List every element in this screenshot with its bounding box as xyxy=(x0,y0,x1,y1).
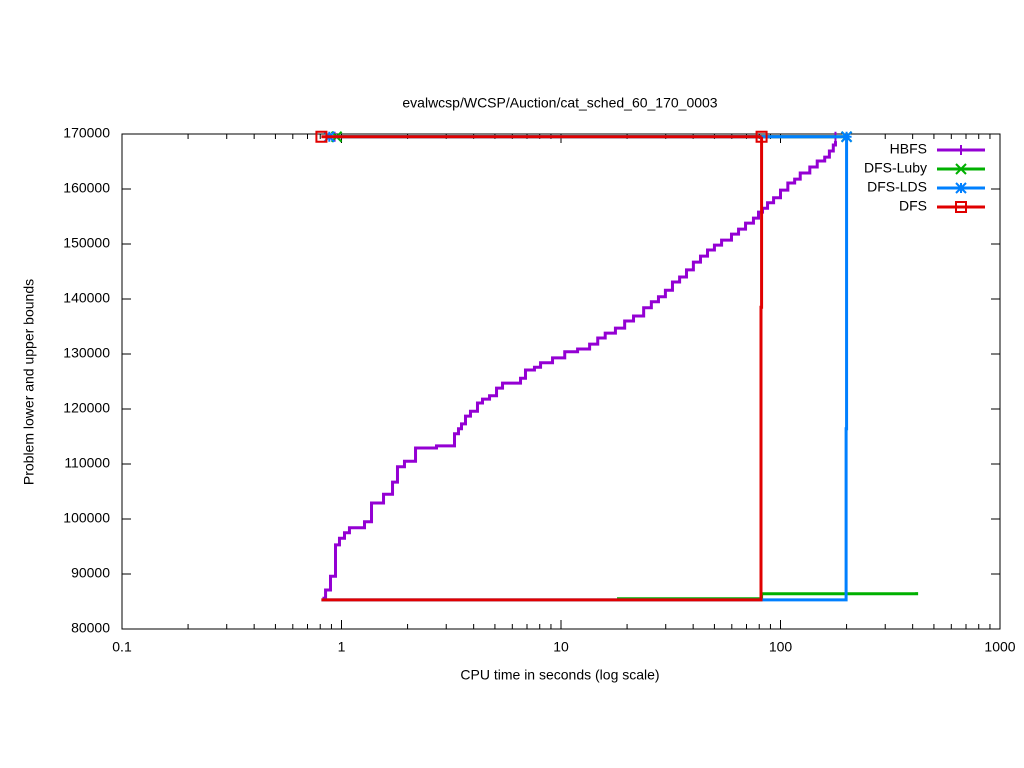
x-tick-label: 1000 xyxy=(984,639,1015,655)
x-tick-label: 100 xyxy=(769,639,793,655)
marker-stroke xyxy=(955,201,967,213)
y-tick-label: 110000 xyxy=(64,455,110,471)
marker-stroke xyxy=(955,182,967,194)
marker-stroke xyxy=(755,130,768,143)
marker xyxy=(315,130,328,143)
marker-stroke xyxy=(315,130,328,143)
y-tick-label: 90000 xyxy=(71,565,110,581)
y-tick-label: 80000 xyxy=(71,620,110,636)
y-tick-label: 150000 xyxy=(63,235,110,251)
marker xyxy=(955,201,967,213)
marker-stroke xyxy=(955,163,967,175)
series-line xyxy=(321,135,764,602)
y-tick-label: 170000 xyxy=(63,125,110,141)
marker-stroke xyxy=(840,131,853,143)
legend-label: DFS xyxy=(899,198,927,214)
plot-border xyxy=(121,133,1001,630)
x-tick-label: 10 xyxy=(553,639,569,655)
y-tick-label: 130000 xyxy=(63,345,110,361)
legend-label: DFS-Luby xyxy=(864,160,927,176)
y-axis-label: Problem lower and upper bounds xyxy=(21,279,37,485)
legend-label: HBFS xyxy=(890,141,927,157)
y-tick-label: 140000 xyxy=(63,290,110,306)
y-tick-label: 120000 xyxy=(63,400,110,416)
marker xyxy=(955,182,967,194)
marker xyxy=(840,131,853,143)
x-tick-label: 0.1 xyxy=(112,639,132,655)
x-axis-label: CPU time in seconds (log scale) xyxy=(460,667,659,683)
x-tick-label: 1 xyxy=(338,639,346,655)
marker xyxy=(956,145,966,155)
marker xyxy=(955,163,967,175)
y-tick-label: 100000 xyxy=(63,510,110,526)
marker xyxy=(755,130,768,143)
chart-title: evalwcsp/WCSP/Auction/cat_sched_60_170_0… xyxy=(402,95,717,111)
y-tick-label: 160000 xyxy=(63,180,110,196)
legend-label: DFS-LDS xyxy=(867,179,927,195)
